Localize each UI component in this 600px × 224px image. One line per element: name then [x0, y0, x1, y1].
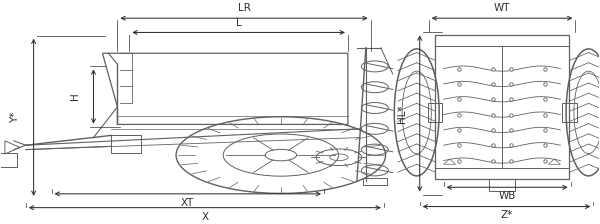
- Text: XT: XT: [181, 198, 194, 208]
- Bar: [363, 178, 387, 185]
- Text: WB: WB: [499, 191, 516, 201]
- Text: Z*: Z*: [500, 211, 512, 220]
- Text: H: H: [70, 93, 80, 100]
- Bar: [562, 103, 577, 122]
- Text: HL*: HL*: [397, 104, 407, 123]
- Bar: [0, 153, 17, 167]
- Text: Y*: Y*: [10, 112, 20, 123]
- Bar: [434, 35, 569, 179]
- Text: L: L: [236, 18, 242, 28]
- Bar: [428, 103, 442, 122]
- Text: X: X: [201, 212, 208, 222]
- Text: WT: WT: [494, 3, 510, 13]
- Bar: [112, 135, 142, 153]
- Text: LR: LR: [238, 3, 250, 13]
- Bar: [489, 179, 515, 191]
